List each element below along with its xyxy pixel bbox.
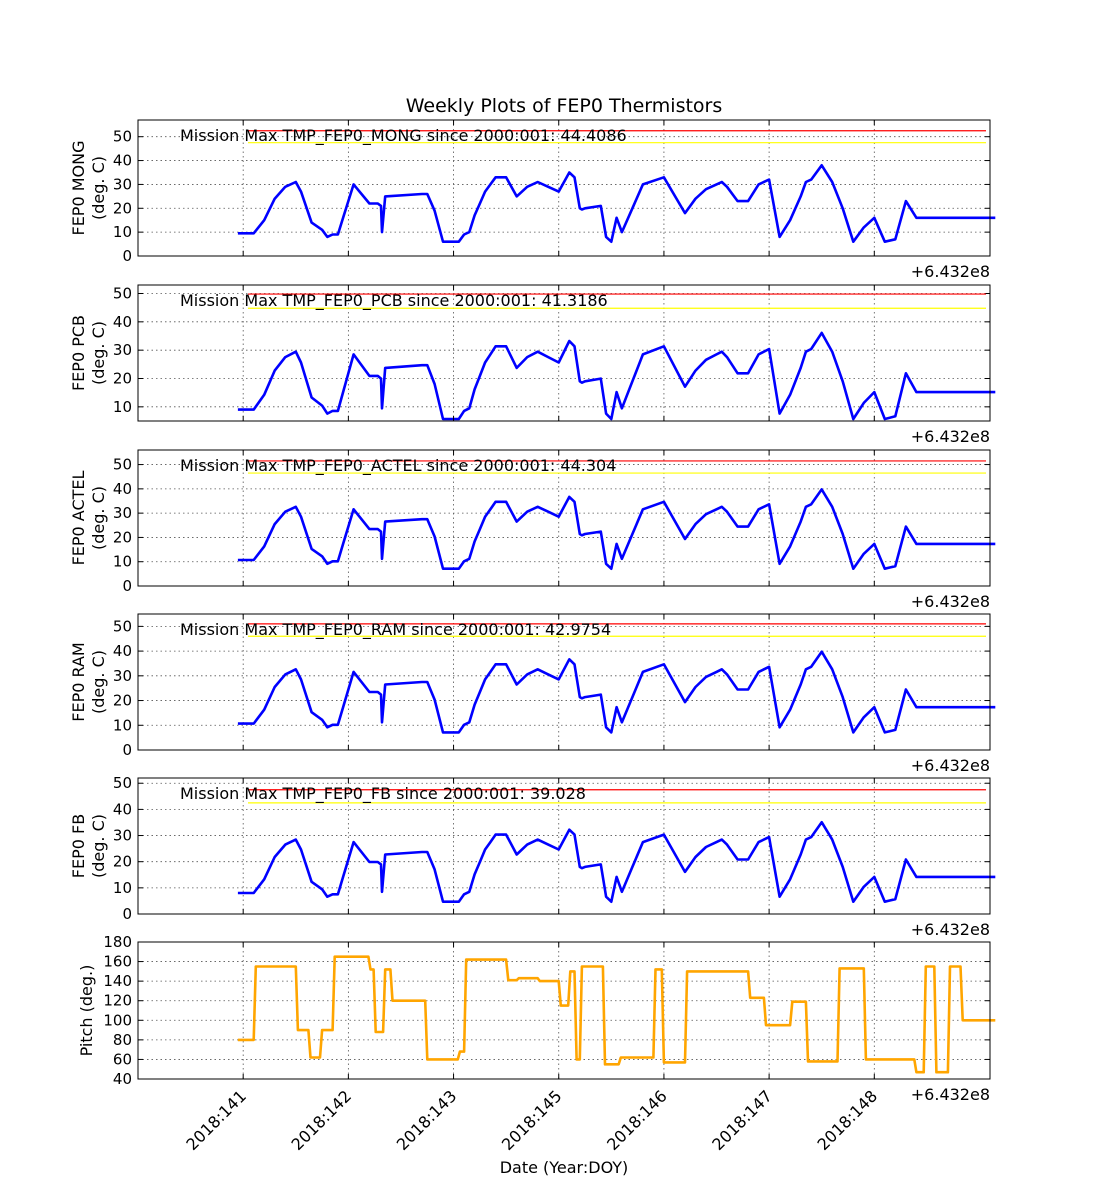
x-tick-label: 2018:145 xyxy=(498,1086,566,1154)
y-tick-label: 10 xyxy=(113,716,132,734)
y-tick-label: 160 xyxy=(103,953,132,971)
x-tick-label: 2018:141 xyxy=(182,1086,250,1154)
pitch-series-line xyxy=(237,955,996,1074)
y-tick-label: 50 xyxy=(113,617,132,635)
y-tick-label: 20 xyxy=(113,853,132,871)
y-tick-label: 180 xyxy=(103,933,132,951)
y-tick-label: 0 xyxy=(122,577,132,595)
y-tick-label: 0 xyxy=(122,247,132,265)
y-tick-label: 30 xyxy=(113,504,132,522)
y-axis-label: (deg. C) xyxy=(89,650,108,714)
y-tick-label: 10 xyxy=(113,398,132,416)
x-offset-text: +6.432e8 xyxy=(911,592,990,611)
mission-max-annotation: Mission Max TMP_FEP0_MONG since 2000:001… xyxy=(180,126,627,146)
y-tick-label: 10 xyxy=(113,223,132,241)
y-tick-label: 50 xyxy=(113,774,132,792)
panel-0: 0 10 20 30 40 50 Mission Max TMP_FEP0_MONG sin… xyxy=(69,119,996,281)
x-tick-label: 2018:146 xyxy=(603,1086,671,1154)
y-tick-label: 140 xyxy=(103,972,132,990)
y-tick-label: 30 xyxy=(113,175,132,193)
plot-frame xyxy=(137,777,991,915)
x-offset-text: +6.432e8 xyxy=(911,427,990,446)
mission-max-annotation: Mission Max TMP_FEP0_ACTEL since 2000:00… xyxy=(180,456,616,476)
y-tick-label: 80 xyxy=(113,1031,132,1049)
y-tick-label: 30 xyxy=(113,667,132,685)
panel-3: 0 10 20 30 40 50 Mission Max TMP_FEP0_RAM sinc… xyxy=(69,613,996,775)
plot-frame xyxy=(137,284,991,422)
y-axis-label: FEP0 RAM xyxy=(69,642,88,721)
y-tick-label: 10 xyxy=(113,553,132,571)
panel-2: 0 10 20 30 40 50 Mission Max TMP_FEP0_ACTEL si… xyxy=(69,449,996,611)
y-axis-label: (deg. C) xyxy=(89,321,108,385)
plot-frame xyxy=(137,941,991,1080)
x-tick-label: 2018:148 xyxy=(813,1086,881,1154)
temperature-series-line xyxy=(237,650,996,734)
y-axis-label: (deg. C) xyxy=(89,156,108,220)
y-tick-label: 30 xyxy=(113,341,132,359)
y-tick-label: 50 xyxy=(113,456,132,474)
y-tick-label: 0 xyxy=(122,905,132,923)
y-tick-label: 40 xyxy=(113,800,132,818)
y-tick-label: 120 xyxy=(103,992,132,1010)
y-tick-label: 20 xyxy=(113,370,132,388)
figure-title: Weekly Plots of FEP0 Thermistors xyxy=(406,95,723,117)
x-offset-text: +6.432e8 xyxy=(911,920,990,939)
y-tick-label: 20 xyxy=(113,528,132,546)
y-tick-label: 40 xyxy=(113,642,132,660)
mission-max-annotation: Mission Max TMP_FEP0_RAM since 2000:001:… xyxy=(180,620,611,640)
y-axis-label: FEP0 MONG xyxy=(69,141,88,236)
y-tick-label: 60 xyxy=(113,1050,132,1068)
y-tick-label: 100 xyxy=(103,1011,132,1029)
x-tick-label: 2018:147 xyxy=(708,1086,776,1154)
y-tick-label: 40 xyxy=(113,1070,132,1088)
y-tick-label: 50 xyxy=(113,285,132,303)
y-axis-label: Pitch (deg.) xyxy=(77,965,96,1057)
y-tick-label: 40 xyxy=(113,152,132,170)
y-tick-label: 20 xyxy=(113,199,132,217)
x-offset-text: +6.432e8 xyxy=(911,1085,990,1104)
mission-max-annotation: Mission Max TMP_FEP0_PCB since 2000:001:… xyxy=(180,291,608,311)
x-tick-label: 2018:143 xyxy=(393,1086,461,1154)
plot-frame xyxy=(137,449,991,587)
temperature-series-line xyxy=(237,331,996,421)
mission-max-annotation: Mission Max TMP_FEP0_FB since 2000:001: … xyxy=(180,784,586,804)
y-tick-label: 20 xyxy=(113,692,132,710)
y-axis-label: FEP0 PCB xyxy=(69,315,88,391)
panel-4: 0 10 20 30 40 50 Mission Max TMP_FEP0_FB since… xyxy=(69,774,996,939)
temperature-series-line xyxy=(237,820,996,904)
y-axis-label: FEP0 FB xyxy=(69,814,88,878)
y-tick-label: 50 xyxy=(113,128,132,146)
panels-group: 0 10 20 30 40 50 Mission Max TMP_FEP0_MONG sin… xyxy=(69,119,996,1154)
y-tick-label: 0 xyxy=(122,741,132,759)
y-axis-label: FEP0 ACTEL xyxy=(69,470,88,565)
panel-1: 10 20 30 40 50 Mission Max TMP_FEP0_PCB since… xyxy=(69,284,996,446)
x-offset-text: +6.432e8 xyxy=(911,262,990,281)
x-axis-label: Date (Year:DOY) xyxy=(500,1158,629,1177)
plot-frame xyxy=(137,119,991,257)
y-tick-label: 40 xyxy=(113,480,132,498)
plot-frame xyxy=(137,613,991,751)
temperature-series-line xyxy=(237,164,996,243)
y-tick-label: 40 xyxy=(113,313,132,331)
y-axis-label: (deg. C) xyxy=(89,486,108,550)
x-tick-label: 2018:142 xyxy=(288,1086,356,1154)
temperature-series-line xyxy=(237,488,996,571)
y-tick-label: 10 xyxy=(113,879,132,897)
x-offset-text: +6.432e8 xyxy=(911,756,990,775)
y-tick-label: 30 xyxy=(113,827,132,845)
y-axis-label: (deg. C) xyxy=(89,814,108,878)
